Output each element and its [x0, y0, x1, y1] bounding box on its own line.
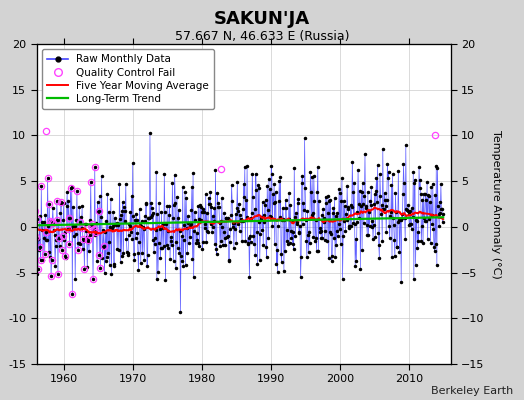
- Text: 57.667 N, 46.633 E (Russia): 57.667 N, 46.633 E (Russia): [174, 30, 350, 43]
- Legend: Raw Monthly Data, Quality Control Fail, Five Year Moving Average, Long-Term Tren: Raw Monthly Data, Quality Control Fail, …: [42, 49, 214, 109]
- Text: Berkeley Earth: Berkeley Earth: [431, 386, 514, 396]
- Y-axis label: Temperature Anomaly (°C): Temperature Anomaly (°C): [491, 130, 501, 278]
- Text: SAKUN'JA: SAKUN'JA: [214, 10, 310, 28]
